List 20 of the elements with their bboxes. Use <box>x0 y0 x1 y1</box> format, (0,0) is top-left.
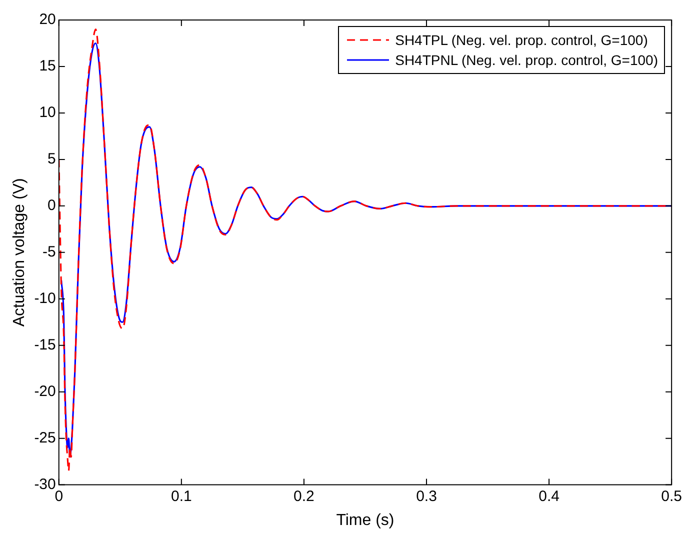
y-tick-label: 20 <box>39 11 56 28</box>
legend-label: SH4TPNL (Neg. vel. prop. control, G=100) <box>395 51 658 70</box>
y-tick-label: -15 <box>34 336 56 354</box>
y-axis-title: Actuation voltage (V) <box>11 178 28 327</box>
x-axis-title: Time (s) <box>336 512 394 529</box>
x-tick-label: 0.3 <box>416 488 437 505</box>
y-tick-label: 5 <box>48 150 56 168</box>
x-tick-label: 0.4 <box>538 488 560 505</box>
x-tick-label: 0.5 <box>661 488 682 505</box>
y-tick-label: -10 <box>34 290 56 308</box>
y-tick-label: 15 <box>39 58 56 75</box>
y-tick-label: -20 <box>34 382 56 400</box>
y-tick-label: -5 <box>42 244 56 261</box>
y-tick-label: 0 <box>48 197 56 214</box>
x-tick-label: 0.2 <box>294 488 314 505</box>
y-tick-label: -25 <box>34 429 56 446</box>
x-tick-label: 0.1 <box>170 488 192 505</box>
y-tick-label: -30 <box>34 476 56 493</box>
legend-label: SH4TPL (Neg. vel. prop. control, G=100) <box>395 31 648 50</box>
y-tick-label: 10 <box>39 104 56 122</box>
